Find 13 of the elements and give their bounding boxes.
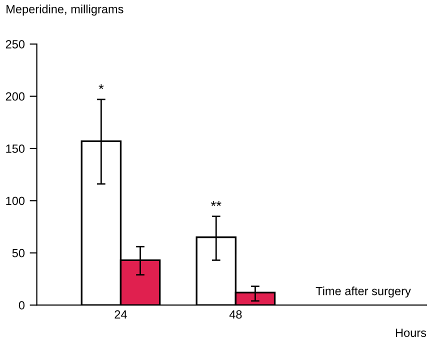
annotation: ** xyxy=(210,201,222,206)
x-tick-label: 48 xyxy=(229,310,242,319)
x-tick-label: 24 xyxy=(114,310,127,319)
annotation: * xyxy=(98,84,104,90)
text: Hours xyxy=(396,328,426,337)
y-tick-label: 100 xyxy=(6,196,25,206)
y-tick-label: 0 xyxy=(18,301,25,310)
y-tick-label: 200 xyxy=(6,92,25,101)
y-tick-label: 150 xyxy=(6,144,25,153)
y-tick-label: 50 xyxy=(12,248,25,258)
text: Time after surgery xyxy=(316,286,411,298)
y-axis-title: Meperidine, milligrams xyxy=(6,4,124,16)
y-tick-label: 250 xyxy=(6,40,25,48)
